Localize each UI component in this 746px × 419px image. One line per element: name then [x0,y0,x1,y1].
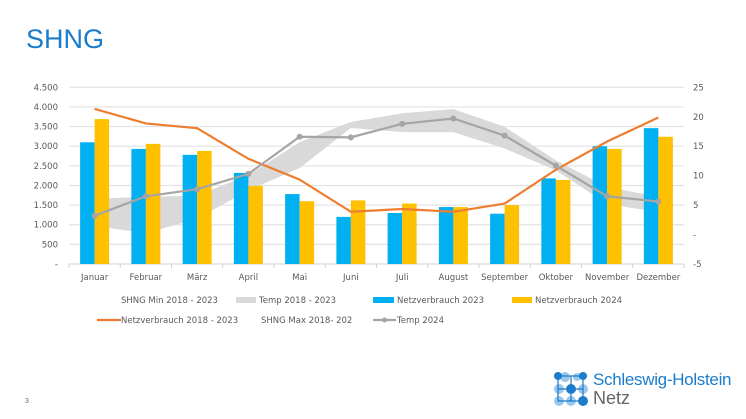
page-number: 3 [25,398,29,405]
x-tick-label: August [439,273,469,283]
legend-label: Netzverbrauch 2018 - 2023 [121,316,238,326]
marker-temp-2024 [194,186,201,193]
bar-netzverbrauch-2024 [248,185,263,264]
y-left-tick-label: 3.000 [34,142,58,152]
legend-label: Temp 2018 - 2023 [258,296,336,306]
bar-netzverbrauch-2024 [145,143,161,264]
bar-netzverbrauch-2024 [453,207,468,264]
page-title: SHNG [26,24,105,54]
bar-netzverbrauch-2023 [182,154,198,264]
marker-temp-2024 [655,198,662,205]
x-tick-label: Juli [395,273,409,283]
x-tick-label: April [239,273,258,283]
y-right-tick-label: - [693,231,696,241]
bar-netzverbrauch-2023 [285,194,300,264]
bar-netzverbrauch-2024 [402,203,417,264]
marker-temp-2024 [91,212,98,219]
bar-netzverbrauch-2023 [233,172,249,264]
bar-netzverbrauch-2023 [643,128,659,264]
x-tick-label: Februar [130,273,163,283]
marker-temp-2024 [347,134,354,141]
y-right-tick-label: 20 [693,113,704,123]
marker-temp-2024 [501,132,508,139]
x-tick-label: Januar [80,273,109,283]
x-tick-label: September [481,273,528,283]
bar-netzverbrauch-2023 [438,207,454,264]
legend-label: SHNG Max 2018- 202 [261,316,352,326]
marker-temp-2024 [399,120,406,127]
temp-band-area [94,109,659,234]
y-right-tick-label: -5 [693,260,701,270]
legend-label: Netzverbrauch 2023 [397,296,484,306]
bar-netzverbrauch-2023 [387,212,403,264]
marker-temp-2024 [604,193,611,200]
bar-netzverbrauch-2023 [336,216,351,264]
marker-temp-2024 [142,193,149,200]
legend-swatch-temp-marker [382,317,387,323]
y-left-tick-label: 4.000 [34,103,58,113]
line-netzverbrauch-2018-2023 [94,107,659,213]
marker-temp-2024 [245,170,252,177]
bar-netzverbrauch-2023 [592,146,608,264]
x-tick-label: Dezember [636,273,680,283]
y-left-tick-label: 2.500 [34,162,58,172]
y-left-tick-label: 1.000 [34,221,58,231]
logo-text: Schleswig-Holstein [593,370,732,389]
bar-netzverbrauch-2023 [80,142,95,264]
x-tick-label: Mai [292,273,307,283]
y-right-tick-label: 5 [693,201,698,211]
y-right-tick-label: 15 [693,142,704,152]
y-left-tick-label: 500 [42,240,58,250]
legend-label: Netzverbrauch 2024 [535,296,622,306]
bar-netzverbrauch-2024 [350,200,366,264]
x-tick-label: November [585,273,630,283]
chart: - 500 1.000 1.500 2.000 2.500 3.000 3.500 4.000 4… [34,83,704,326]
y-left-tick-label: - [55,260,58,270]
logo-icon [554,372,588,406]
bar-netzverbrauch-2024 [197,150,212,264]
legend-label: SHNG Min 2018 - 2023 [121,296,218,306]
y-left-tick-label: 2.000 [34,181,58,191]
line-temp-2024 [94,117,659,217]
marker-temp-2024 [450,115,457,122]
y-left-tick-label: 1.500 [34,201,58,211]
bar-netzverbrauch-2024 [607,148,622,264]
bar-netzverbrauch-2023 [541,178,556,264]
marker-temp-2024 [296,133,303,140]
bar-netzverbrauch-2024 [94,119,110,264]
x-tick-label: Juni [342,273,359,283]
logo-text-2: Netz [593,388,631,408]
bar-netzverbrauch-2024 [299,201,315,264]
x-tick-label: Oktober [539,273,574,283]
bar-netzverbrauch-2024 [504,205,520,264]
y-left-tick-label: 4.500 [34,83,58,93]
bar-netzverbrauch-2023 [131,148,146,264]
bar-netzverbrauch-2024 [658,136,673,264]
y-right-tick-label: 10 [693,172,704,182]
legend-swatch-2023 [373,297,394,303]
bar-netzverbrauch-2023 [490,213,505,264]
x-tick-label: März [187,273,208,283]
bar-netzverbrauch-2024 [555,179,571,264]
marker-temp-2024 [552,162,559,169]
legend-label: Temp 2024 [396,316,444,326]
legend-swatch-temp-band [236,297,256,303]
y-right-tick-label: 25 [693,83,704,93]
legend-swatch-2024 [512,297,532,303]
y-left-tick-label: 3.500 [34,123,58,133]
